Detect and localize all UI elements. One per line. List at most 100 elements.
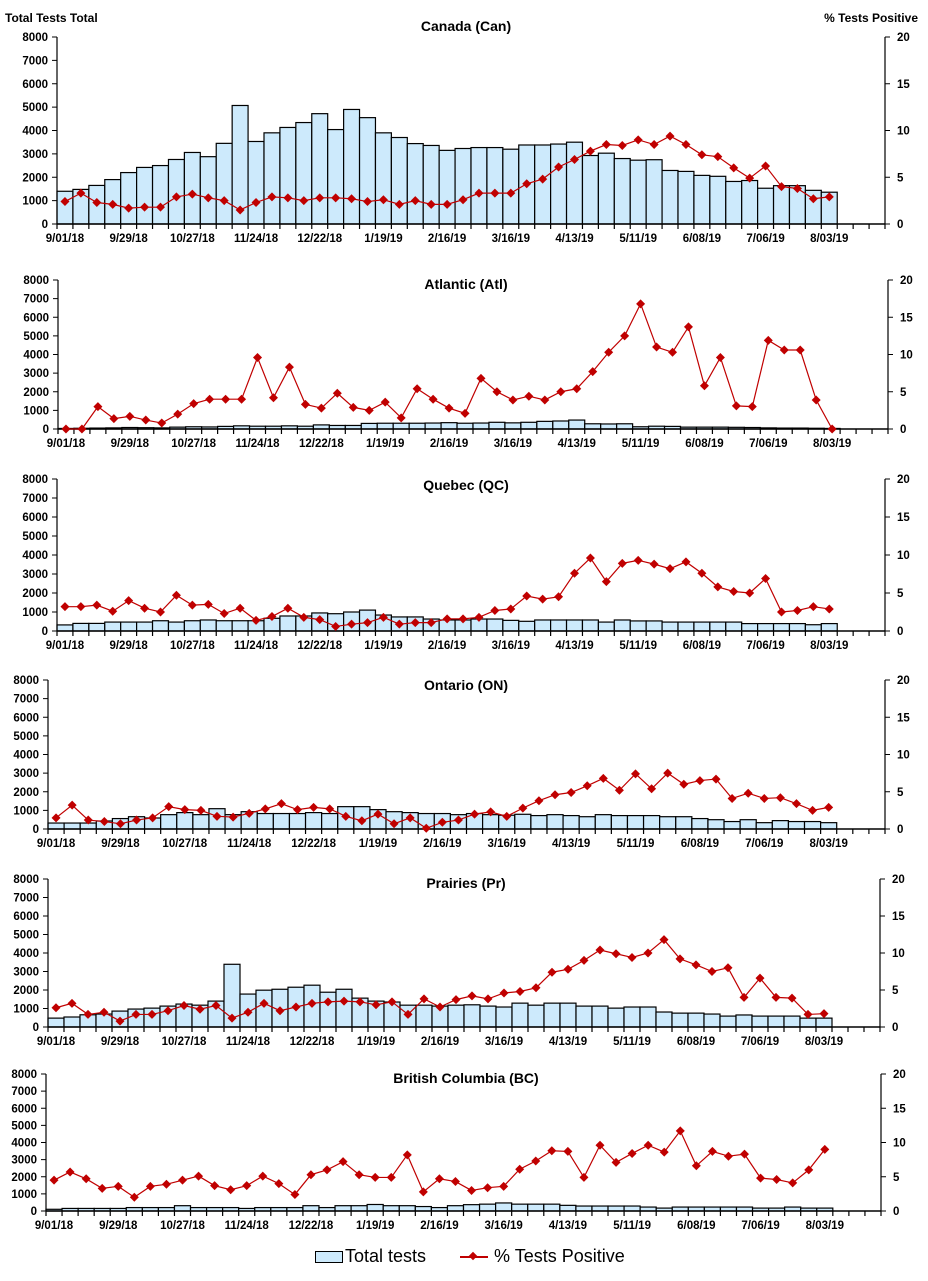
- bar: [677, 170, 695, 225]
- pct-positive-point: [108, 606, 118, 616]
- pct-positive-point: [729, 586, 739, 596]
- bar: [514, 813, 532, 830]
- bar: [199, 156, 217, 225]
- pct-positive-point: [341, 811, 351, 821]
- pct-positive-point: [633, 135, 643, 145]
- pct-positive-point: [598, 773, 608, 783]
- bar: [645, 159, 663, 225]
- bar: [687, 1012, 705, 1028]
- pct-positive-point: [761, 574, 771, 584]
- bar: [335, 988, 353, 1028]
- x-tick-label: 12/22/18: [299, 438, 344, 450]
- bar: [820, 822, 838, 830]
- bar: [104, 621, 122, 632]
- bar: [304, 812, 323, 830]
- bar: [502, 619, 520, 632]
- bar: [382, 1205, 400, 1212]
- bar: [88, 622, 106, 632]
- bar: [757, 187, 775, 225]
- x-tick-label: 3/16/19: [492, 233, 530, 245]
- pct-positive-point: [486, 807, 496, 817]
- bar: [661, 169, 679, 225]
- bar: [136, 166, 154, 225]
- pct-positive-point: [157, 418, 167, 428]
- pct-positive-point: [164, 802, 174, 812]
- pct-positive-point: [371, 1000, 381, 1010]
- panel-title: Prairies (Pr): [426, 875, 505, 891]
- pct-positive-point: [83, 815, 93, 825]
- pct-positive-point: [727, 793, 737, 803]
- y-tick-label: 6000: [22, 79, 48, 91]
- pct-positive-point: [614, 785, 624, 795]
- pct-positive-point: [108, 199, 118, 209]
- pct-positive-point: [145, 1181, 155, 1191]
- pct-positive-point: [284, 362, 294, 372]
- pct-positive-point: [370, 1172, 380, 1182]
- pct-positive-point: [243, 1007, 253, 1017]
- bar: [358, 117, 377, 225]
- pct-positive-point: [595, 1140, 605, 1150]
- x-tick-label: 9/29/18: [111, 438, 150, 450]
- bar: [408, 422, 426, 430]
- bar: [723, 820, 741, 830]
- bar: [486, 618, 504, 632]
- pct-positive-point: [81, 1174, 91, 1184]
- y-tick-label: 7000: [22, 493, 48, 505]
- bar: [360, 422, 378, 430]
- panel-title: Ontario (ON): [424, 677, 508, 693]
- legend-bar-swatch: [315, 1250, 343, 1263]
- bar: [607, 1007, 625, 1028]
- pct-positive-point: [291, 1002, 301, 1012]
- y-tick-label: 2000: [11, 1172, 37, 1184]
- pct-positive-point: [274, 1179, 284, 1189]
- bar: [559, 1204, 577, 1212]
- pct-positive-point: [322, 1165, 332, 1175]
- pct-positive-point: [373, 809, 383, 819]
- panel-2: Quebec (QC) 0 1000 2000 3000 4000 5000 6000 7000…: [22, 474, 910, 652]
- x-tick-label: 10/27/18: [162, 838, 207, 850]
- bar: [772, 185, 791, 225]
- pct-positive-point: [631, 769, 641, 779]
- y-tick-label: 4000: [22, 126, 48, 138]
- pct-positive-point: [405, 813, 415, 823]
- bar: [120, 621, 138, 632]
- pct-positive-point: [572, 384, 582, 394]
- y-tick-label: 2000: [23, 387, 49, 399]
- pct-positive-point: [601, 577, 611, 587]
- pct-positive-point: [524, 391, 534, 401]
- x-tick-label: 10/27/18: [170, 640, 215, 652]
- bar: [803, 820, 822, 830]
- bar: [527, 1203, 545, 1212]
- pct-positive-point: [219, 609, 229, 619]
- pct-positive-point: [260, 804, 270, 814]
- y2-tick-label: 0: [900, 424, 906, 436]
- legend-line-swatch: [460, 1255, 489, 1258]
- bar: [462, 1204, 481, 1212]
- pct-positive-point: [451, 995, 461, 1005]
- x-tick-label: 7/06/19: [741, 1036, 779, 1048]
- bar: [799, 1017, 817, 1028]
- y-tick-label: 1000: [22, 607, 48, 619]
- bar: [703, 1013, 721, 1028]
- pct-positive-point: [458, 195, 468, 205]
- x-tick-label: 5/11/19: [619, 640, 657, 652]
- pct-positive-point: [290, 1190, 300, 1200]
- pct-positive-point: [508, 395, 518, 405]
- y-tick-label: 5000: [22, 102, 48, 114]
- pct-positive-point: [617, 140, 627, 150]
- pct-positive-point: [189, 399, 199, 409]
- pct-positive-point: [219, 196, 229, 206]
- y-tick-label: 4000: [13, 750, 39, 762]
- pct-positive-point: [668, 347, 678, 357]
- pct-positive-point: [140, 603, 150, 613]
- pct-positive-point: [148, 813, 158, 823]
- y2-tick-label: 15: [897, 79, 910, 91]
- pct-positive-point: [428, 394, 438, 404]
- bar: [610, 814, 629, 830]
- pct-positive-point: [331, 193, 341, 203]
- bar: [479, 1005, 497, 1028]
- bar: [581, 154, 599, 225]
- pct-positive-point: [421, 823, 431, 833]
- pct-positive-point: [761, 161, 771, 171]
